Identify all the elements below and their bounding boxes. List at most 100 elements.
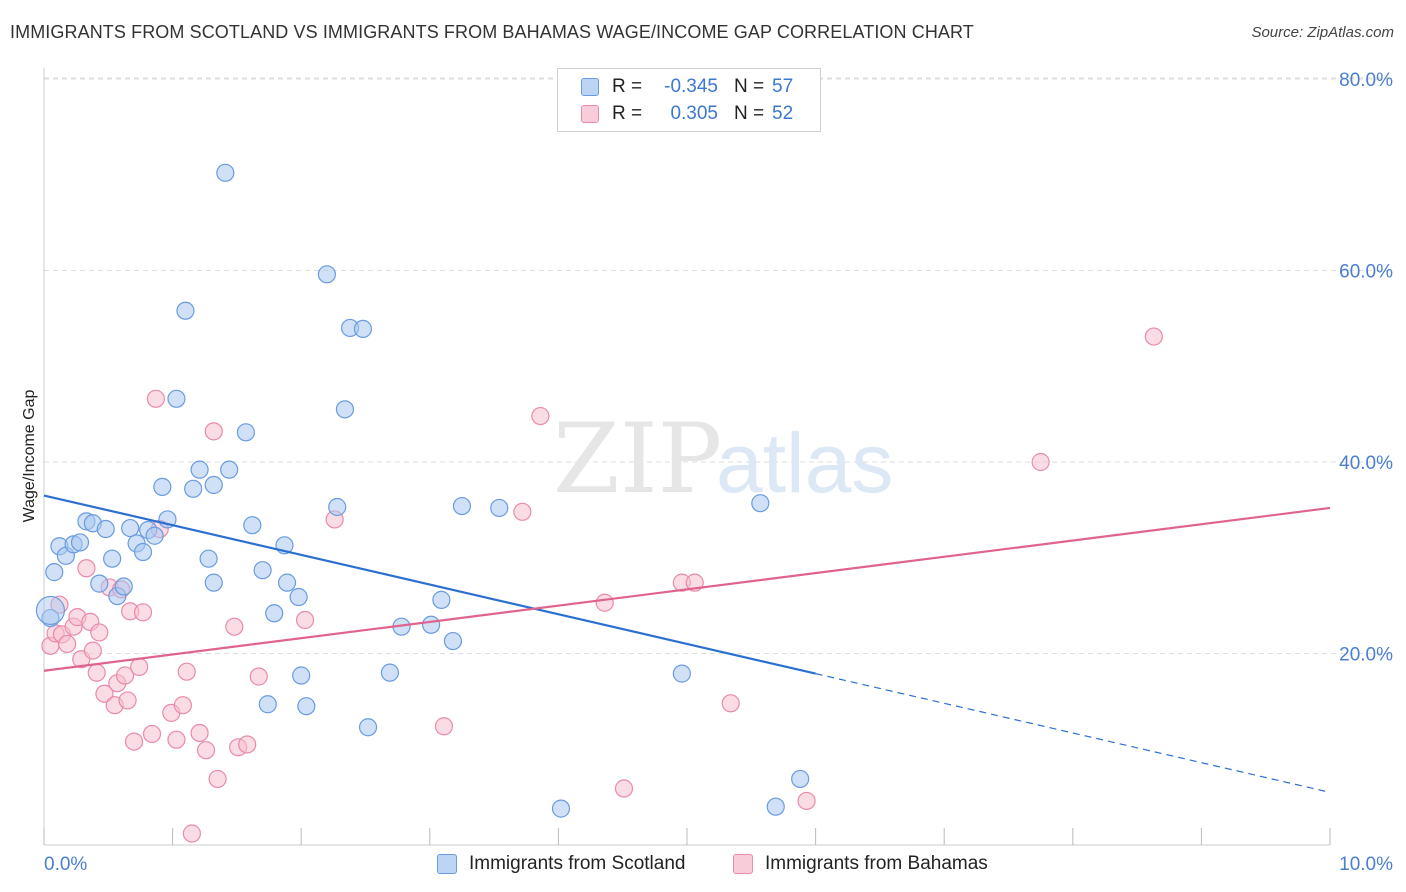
scotland-point xyxy=(328,497,347,517)
scotland-point xyxy=(292,666,311,685)
bahamas-point xyxy=(208,769,227,789)
scotland-point xyxy=(199,549,218,568)
scotland-point xyxy=(190,460,209,479)
trend-lines xyxy=(43,494,1331,793)
watermark-zip: ZIP xyxy=(553,403,722,515)
bahamas-point xyxy=(83,641,102,660)
bahamas-point xyxy=(434,717,454,736)
bahamas-point xyxy=(173,696,192,715)
scotland-point xyxy=(421,615,441,634)
bahamas-point xyxy=(190,723,209,743)
legend-label: Immigrants from Scotland xyxy=(469,853,686,874)
legend-label: Immigrants from Bahamas xyxy=(765,853,988,874)
scotland-point xyxy=(358,718,378,737)
bahamas-point xyxy=(133,603,153,622)
bahamas-point xyxy=(95,684,114,703)
n-label: N = xyxy=(734,76,765,97)
bahamas-point xyxy=(1144,327,1163,346)
n-label: N = xyxy=(734,103,765,124)
scotland-point xyxy=(751,494,770,513)
scotland-legend-swatch xyxy=(437,854,457,874)
scotland-point xyxy=(317,265,337,284)
watermark: ZIP atlas xyxy=(553,403,893,515)
scotland-point xyxy=(167,389,186,408)
y-tick-label: 20.0% xyxy=(1339,645,1393,666)
y-tick-label: 40.0% xyxy=(1339,453,1393,474)
bahamas-swatch xyxy=(581,105,599,123)
bahamas-point xyxy=(177,662,196,681)
bahamas-point xyxy=(531,406,550,426)
scotland-point xyxy=(289,587,308,607)
scotland-trend-extension xyxy=(815,673,1331,793)
bahamas-point xyxy=(124,732,144,751)
n-value: 57 xyxy=(772,76,794,97)
stats-legend-box: R = -0.345 N = 57 R = 0.305 N = 52 xyxy=(557,68,821,132)
scotland-point xyxy=(253,561,272,580)
bahamas-point xyxy=(167,730,186,749)
bahamas-point xyxy=(87,663,106,682)
r-value: -0.345 xyxy=(664,76,718,97)
bahamas-point xyxy=(595,593,614,612)
bahamas-legend-swatch xyxy=(733,854,753,874)
bahamas-point xyxy=(58,634,77,654)
bahamas-point xyxy=(115,666,135,685)
bahamas-point xyxy=(182,824,201,843)
bahamas-point xyxy=(614,779,634,798)
bahamas-point xyxy=(238,735,257,754)
y-axis-title: Wage/Income Gap xyxy=(21,390,38,523)
scotland-swatch xyxy=(581,78,599,96)
source-label: Source: ZipAtlas.com xyxy=(1251,24,1394,41)
scotland-point xyxy=(353,319,373,339)
y-tick-label: 80.0% xyxy=(1339,70,1393,91)
scotland-point xyxy=(114,577,133,596)
scotland-point xyxy=(121,518,140,538)
bahamas-point xyxy=(196,741,216,760)
scotland-trend-line xyxy=(43,494,816,675)
legend-item-bahamas: Immigrants from Bahamas xyxy=(733,852,1013,876)
scotland-point xyxy=(133,542,153,562)
scotland-point xyxy=(96,519,115,539)
x-tick-label: 10.0% xyxy=(1339,854,1393,875)
scotland-point xyxy=(432,590,451,609)
scotland-point xyxy=(766,797,785,816)
y-tick-label: 60.0% xyxy=(1339,262,1393,283)
bahamas-point xyxy=(225,617,244,636)
scotland-point xyxy=(672,664,691,683)
scotland-point xyxy=(90,574,109,593)
scotland-points xyxy=(35,163,810,818)
bahamas-point xyxy=(146,389,165,408)
scotland-point xyxy=(176,301,195,320)
legend-item-scotland: Immigrants from Scotland xyxy=(437,852,707,876)
scotland-point xyxy=(153,477,172,496)
bahamas-point xyxy=(118,691,137,710)
tick-labels: 20.0% 40.0% 60.0% 80.0% 0.0% 10.0% xyxy=(44,70,1393,875)
bahamas-point xyxy=(513,502,532,521)
scotland-point xyxy=(335,400,355,419)
bahamas-point xyxy=(90,623,109,642)
scotland-point xyxy=(490,498,509,518)
scotland-point xyxy=(216,163,235,182)
scotland-point xyxy=(443,631,463,651)
stats-row-bahamas: R = 0.305 N = 52 xyxy=(558,101,820,127)
scotland-point xyxy=(265,604,284,623)
bahamas-point xyxy=(204,422,223,441)
x-tick-label: 0.0% xyxy=(44,854,87,875)
scotland-point xyxy=(70,533,90,552)
scotland-point xyxy=(297,697,316,716)
bahamas-point xyxy=(1031,452,1050,472)
r-value: 0.305 xyxy=(670,103,718,124)
bahamas-point xyxy=(77,559,96,578)
scotland-point xyxy=(452,496,472,516)
scotland-point xyxy=(551,799,571,818)
scotland-point xyxy=(103,549,122,568)
bahamas-point xyxy=(249,667,268,686)
chart-title: IMMIGRANTS FROM SCOTLAND VS IMMIGRANTS F… xyxy=(10,22,974,42)
scotland-point xyxy=(184,479,203,498)
scotland-point xyxy=(380,663,400,682)
axes xyxy=(43,68,1331,846)
scotland-point xyxy=(204,573,223,592)
scotland-point xyxy=(45,563,64,582)
scotland-point xyxy=(258,695,277,714)
bahamas-point xyxy=(295,610,315,630)
